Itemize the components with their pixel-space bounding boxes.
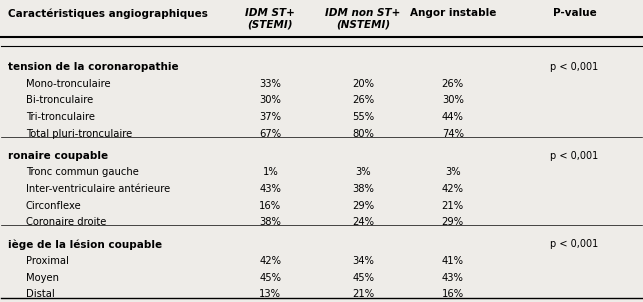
Text: 43%: 43% (442, 273, 464, 283)
Text: 34%: 34% (352, 256, 374, 266)
Text: Proximal: Proximal (26, 256, 69, 266)
Text: 21%: 21% (352, 289, 374, 299)
Text: 74%: 74% (442, 129, 464, 139)
Text: 44%: 44% (442, 112, 464, 122)
Text: Angor instable: Angor instable (410, 8, 496, 18)
Text: 42%: 42% (442, 184, 464, 194)
Text: 80%: 80% (352, 129, 374, 139)
Text: 45%: 45% (352, 273, 374, 283)
Text: 29%: 29% (442, 217, 464, 227)
Text: 37%: 37% (259, 112, 281, 122)
Text: Circonflexe: Circonflexe (26, 201, 82, 210)
Text: 20%: 20% (352, 79, 374, 89)
Text: Tronc commun gauche: Tronc commun gauche (26, 167, 139, 178)
Text: 29%: 29% (352, 201, 374, 210)
Text: 67%: 67% (259, 129, 282, 139)
Text: Distal: Distal (26, 289, 55, 299)
Text: 16%: 16% (259, 201, 282, 210)
Text: Moyen: Moyen (26, 273, 59, 283)
Text: Mono-tronculaire: Mono-tronculaire (26, 79, 111, 89)
Text: Bi-tronculaire: Bi-tronculaire (26, 95, 93, 105)
Text: 38%: 38% (259, 217, 281, 227)
Text: Tri-tronculaire: Tri-tronculaire (26, 112, 95, 122)
Text: IDM ST+
(STEMI): IDM ST+ (STEMI) (246, 8, 295, 30)
Text: tension de la coronaropathie: tension de la coronaropathie (8, 62, 178, 72)
Text: 38%: 38% (352, 184, 374, 194)
Text: Coronaire droite: Coronaire droite (26, 217, 106, 227)
Text: 1%: 1% (262, 167, 278, 178)
Text: p < 0,001: p < 0,001 (550, 151, 599, 161)
Text: ronaire coupable: ronaire coupable (8, 151, 108, 161)
Text: 26%: 26% (442, 79, 464, 89)
Text: 21%: 21% (442, 201, 464, 210)
Text: 55%: 55% (352, 112, 374, 122)
Text: IDM non ST+
(NSTEMI): IDM non ST+ (NSTEMI) (325, 8, 401, 30)
Text: 16%: 16% (442, 289, 464, 299)
Text: Caractéristiques angiographiques: Caractéristiques angiographiques (8, 8, 208, 19)
Text: Total pluri-tronculaire: Total pluri-tronculaire (26, 129, 132, 139)
Text: 30%: 30% (259, 95, 281, 105)
Text: 13%: 13% (259, 289, 281, 299)
Text: 41%: 41% (442, 256, 464, 266)
Text: 42%: 42% (259, 256, 281, 266)
Text: 3%: 3% (356, 167, 371, 178)
Text: p < 0,001: p < 0,001 (550, 62, 599, 72)
Text: 45%: 45% (259, 273, 281, 283)
Text: 30%: 30% (442, 95, 464, 105)
Text: P-value: P-value (552, 8, 596, 18)
Text: 43%: 43% (259, 184, 281, 194)
Text: 24%: 24% (352, 217, 374, 227)
Text: 33%: 33% (259, 79, 281, 89)
Text: Inter-ventriculaire antérieure: Inter-ventriculaire antérieure (26, 184, 170, 194)
Text: iège de la lésion coupable: iège de la lésion coupable (8, 239, 162, 250)
Text: 3%: 3% (445, 167, 460, 178)
Text: 26%: 26% (352, 95, 374, 105)
Text: p < 0,001: p < 0,001 (550, 239, 599, 249)
